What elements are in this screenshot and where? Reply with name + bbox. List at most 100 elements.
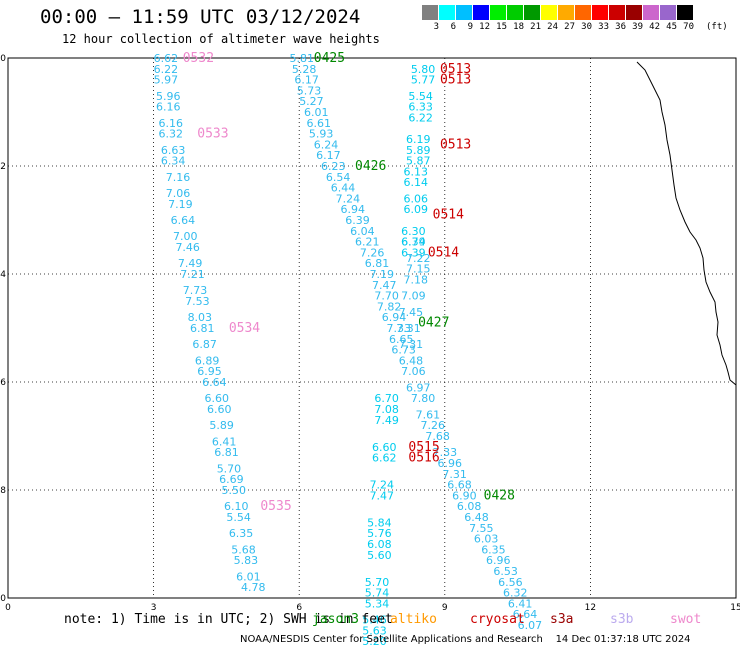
wave-height-value: 6.69 — [219, 473, 244, 486]
wave-height-value: 7.16 — [166, 171, 191, 184]
wave-height-value: 7.22 — [406, 252, 431, 265]
wave-height-value: 6.96 — [486, 554, 511, 567]
colorbar-label: 15 — [496, 22, 507, 32]
wave-height-value: 6.10 — [224, 500, 249, 513]
x-tick-label: 6 — [296, 603, 302, 613]
wave-height-value: 6.06 — [404, 192, 429, 205]
wave-height-value: 5.46 — [362, 614, 387, 627]
wave-height-value: 6.19 — [406, 133, 431, 146]
colorbar-label: 36 — [615, 22, 626, 32]
colorbar-swatch — [439, 5, 456, 20]
wave-height-value: 5.34 — [365, 597, 390, 610]
wave-height-value: 6.08 — [367, 538, 392, 551]
pass-label: 0425 — [314, 51, 345, 66]
map-title: 00:00 – 11:59 UTC 03/12/2024 — [40, 6, 361, 28]
wave-height-value: 6.68 — [447, 479, 472, 492]
credit-line: NOAA/NESDIS Center for Satellite Applica… — [240, 634, 691, 645]
wave-height-value: 6.96 — [438, 457, 463, 470]
wave-height-value: 7.26 — [360, 246, 385, 259]
wave-height-value: 6.22 — [154, 63, 179, 76]
wave-height-value: 7.49 — [374, 414, 399, 427]
colorbar-label: 3 — [433, 22, 439, 32]
wave-height-value: 7.47 — [370, 489, 395, 502]
wave-height-value: 7.15 — [406, 263, 431, 276]
colorbar-label: 30 — [581, 22, 592, 32]
wave-height-value: 6.44 — [331, 182, 356, 195]
wave-height-value: 5.54 — [226, 511, 251, 524]
pass-label: 0534 — [229, 321, 260, 336]
wave-height-value: 7.26 — [421, 419, 446, 432]
wave-height-value: 6.39 — [345, 214, 370, 227]
wave-height-value: 5.28 — [292, 63, 317, 76]
wave-height-value: 6.39 — [401, 246, 426, 259]
colorbar-swatch — [473, 5, 490, 20]
wave-height-value: 7.47 — [372, 279, 397, 292]
x-tick-label: 9 — [442, 603, 448, 613]
wave-height-value: 6.32 — [503, 587, 528, 600]
wave-height-value: 6.60 — [205, 392, 230, 405]
wave-height-value: 6.13 — [404, 165, 429, 178]
wave-height-value: 6.94 — [340, 203, 365, 216]
wave-height-value: 7.31 — [396, 322, 421, 335]
x-tick-label: 0 — [5, 603, 11, 613]
colorbar-label: 12 — [479, 22, 490, 32]
wave-height-value: 6.41 — [212, 435, 237, 448]
wave-height-value: 7.24 — [370, 479, 395, 492]
pass-label: 0535 — [260, 499, 291, 514]
pass-label: 0514 — [433, 208, 464, 223]
y-tick-label: -20 — [0, 54, 6, 64]
colorbar-swatch — [558, 5, 575, 20]
pass-labels: 0532 042505130513053305130426051405140534… — [183, 51, 515, 514]
map-frame — [7, 57, 737, 599]
wave-height-value: 5.63 — [362, 624, 387, 637]
wave-height-value: 6.60 — [207, 403, 232, 416]
coastline-path — [636, 61, 737, 386]
wave-height-value: 6.79 — [401, 236, 426, 249]
x-tick-label: 3 — [151, 603, 157, 613]
colorbar-label: 39 — [632, 22, 643, 32]
wave-height-value: 6.63 — [161, 144, 186, 157]
wave-height-value: 6.04 — [350, 225, 375, 238]
coastline — [636, 61, 737, 386]
wave-height-value: 5.27 — [299, 95, 324, 108]
wave-height-value: 6.97 — [406, 381, 431, 394]
pass-label: 0513 — [440, 137, 471, 152]
colorbar-swatch — [660, 5, 677, 20]
pass-label: 0426 — [355, 159, 386, 174]
pass-label: 0516 — [408, 451, 439, 466]
wave-height-value: 5.84 — [367, 516, 392, 529]
wave-height-value: 6.21 — [355, 236, 380, 249]
x-tick-label: 12 — [585, 603, 596, 613]
legend-altiko: altiko — [390, 612, 437, 627]
colorbar-swatch — [626, 5, 643, 20]
wave-height-value: 6.48 — [464, 511, 489, 524]
wave-height-value: 6.16 — [158, 117, 183, 130]
wave-height-value: 6.16 — [156, 101, 181, 114]
legend-s3a: s3a — [550, 612, 574, 627]
wave-height-value: 6.41 — [508, 597, 532, 610]
wave-height-value: 6.17 — [316, 149, 341, 162]
pass-label: 0515 — [408, 440, 439, 455]
colorbar-swatch — [541, 5, 558, 20]
wave-height-value: 7.45 — [399, 306, 424, 319]
wave-height-value: 6.48 — [399, 354, 424, 367]
wave-height-value: 7.06 — [401, 365, 426, 378]
wave-height-value: 6.32 — [158, 128, 183, 141]
colorbar-label: 70 — [683, 22, 694, 32]
wave-height-value: 5.87 — [406, 155, 431, 168]
wave-height-value: 5.73 — [297, 84, 322, 97]
wave-height-value: 6.03 — [474, 533, 499, 546]
colorbar-swatch — [643, 5, 660, 20]
wave-height-value: 6.09 — [404, 203, 429, 216]
x-tick-label: 15 — [730, 603, 740, 613]
wave-height-value: 6.64 — [513, 608, 538, 621]
wave-height-value: 6.73 — [391, 344, 416, 357]
colorbar-label: 21 — [530, 22, 541, 32]
wave-height-value: 5.60 — [367, 549, 392, 562]
wave-height-value: 5.74 — [365, 587, 390, 600]
map-subtitle: 12 hour collection of altimeter wave hei… — [62, 32, 380, 46]
wave-height-value: 7.55 — [469, 522, 494, 535]
colorbar-swatch — [422, 5, 439, 20]
wave-height-value: 6.33 — [408, 101, 433, 114]
colorbar-label: 24 — [547, 22, 558, 32]
